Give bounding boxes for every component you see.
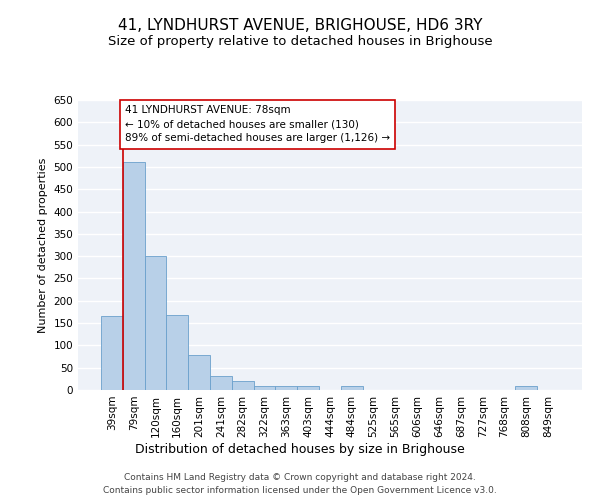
- Text: Distribution of detached houses by size in Brighouse: Distribution of detached houses by size …: [135, 442, 465, 456]
- Text: Contains HM Land Registry data © Crown copyright and database right 2024.: Contains HM Land Registry data © Crown c…: [124, 472, 476, 482]
- Y-axis label: Number of detached properties: Number of detached properties: [38, 158, 48, 332]
- Bar: [188, 355, 210, 390]
- Text: Contains public sector information licensed under the Open Government Licence v3: Contains public sector information licen…: [103, 486, 497, 495]
- Text: 41, LYNDHURST AVENUE, BRIGHOUSE, HD6 3RY: 41, LYNDHURST AVENUE, BRIGHOUSE, HD6 3RY: [118, 18, 482, 32]
- Bar: [341, 386, 363, 390]
- Text: 41 LYNDHURST AVENUE: 78sqm
← 10% of detached houses are smaller (130)
89% of sem: 41 LYNDHURST AVENUE: 78sqm ← 10% of deta…: [125, 106, 390, 144]
- Text: Size of property relative to detached houses in Brighouse: Size of property relative to detached ho…: [107, 35, 493, 48]
- Bar: [166, 315, 188, 390]
- Bar: [123, 162, 145, 390]
- Bar: [254, 386, 275, 390]
- Bar: [232, 381, 254, 390]
- Bar: [210, 376, 232, 390]
- Bar: [275, 386, 297, 390]
- Bar: [101, 316, 123, 390]
- Bar: [515, 386, 537, 390]
- Bar: [297, 386, 319, 390]
- Bar: [145, 256, 166, 390]
